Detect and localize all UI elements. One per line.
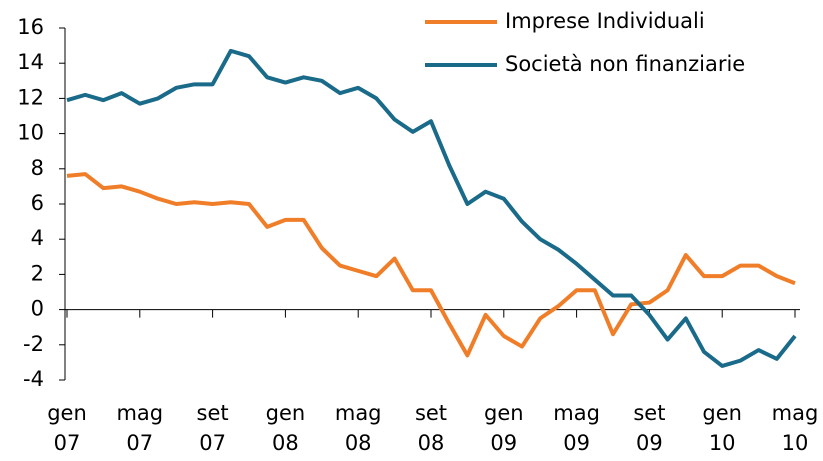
x-tick-label: mag 09	[553, 401, 600, 455]
x-tick-label: set 07	[196, 401, 229, 455]
y-tick-label: -4	[23, 367, 44, 391]
y-tick-label: 14	[17, 50, 44, 74]
series-line	[66, 48, 797, 368]
x-tick-label: gen 10	[702, 401, 742, 455]
y-tick-label: 16	[17, 15, 44, 39]
y-tick-label: 2	[31, 261, 44, 285]
x-tick-label: gen 07	[47, 401, 87, 455]
series-line	[66, 172, 796, 358]
y-tick-label: 0	[31, 297, 44, 321]
y-tick-label: 6	[31, 191, 44, 215]
y-tick-label: -2	[23, 332, 44, 356]
x-tick-label: mag 08	[334, 401, 382, 455]
x-tick-label: gen 08	[265, 401, 306, 455]
y-tick-label: 12	[17, 85, 44, 109]
x-tick-label: gen 09	[484, 401, 524, 455]
y-tick-label: 10	[17, 121, 44, 145]
x-tick-label: mag 07	[116, 401, 164, 455]
y-tick-label: 4	[31, 226, 44, 250]
y-tick-label: 8	[31, 156, 44, 180]
x-tick-label: mag 10	[771, 401, 819, 455]
legend-label: Imprese Individuali	[505, 9, 705, 33]
x-tick-label: set 09	[633, 401, 666, 455]
x-tick-label: set 08	[414, 401, 448, 455]
legend-label: Società non finanziarie	[505, 52, 745, 76]
